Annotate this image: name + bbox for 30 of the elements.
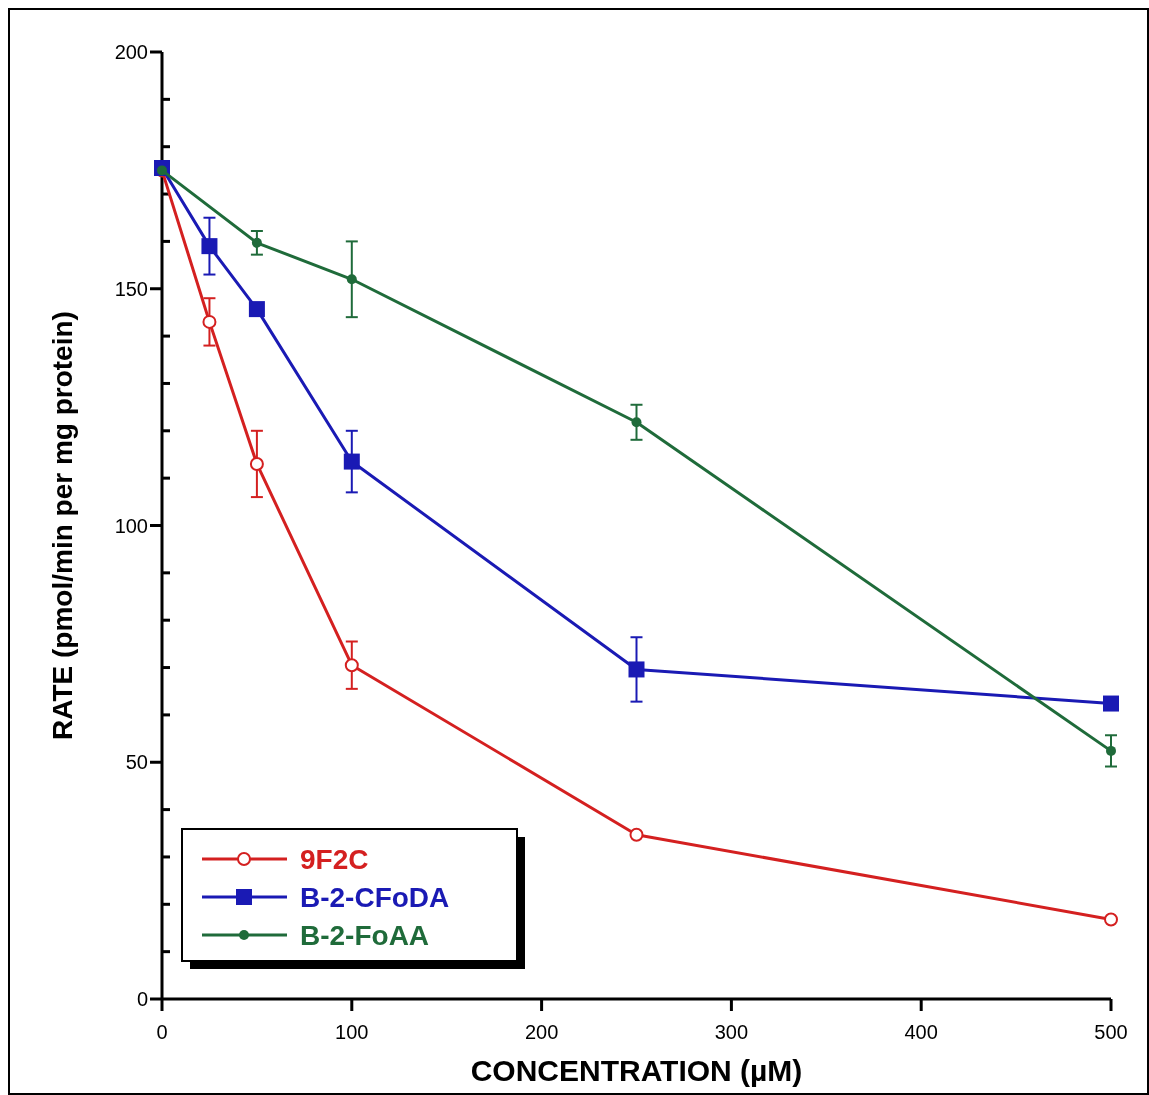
x-tick-label: 0 (156, 1021, 168, 1043)
point (344, 658, 359, 673)
x-tick-label: 100 (335, 1021, 369, 1043)
legend-label: 9F2C (300, 844, 369, 875)
point (202, 314, 217, 329)
point (248, 301, 265, 318)
y-tick-label: 50 (125, 751, 148, 774)
point (343, 453, 360, 470)
point (346, 274, 357, 285)
y-tick-label: 200 (114, 41, 148, 63)
x-tick-label: 300 (714, 1021, 749, 1043)
legend-label: B-2-CFoDA (300, 882, 450, 913)
x-tick-label: 500 (1094, 1021, 1128, 1043)
y-tick-label: 150 (114, 277, 148, 300)
x-tick-label: 200 (524, 1021, 559, 1043)
x-axis-title: CONCENTRATION (µM) (470, 1054, 803, 1087)
point (251, 237, 262, 248)
point (1106, 745, 1116, 756)
point (1103, 695, 1119, 712)
x-tick-label: 400 (904, 1021, 938, 1043)
point (631, 417, 642, 428)
point (249, 456, 264, 471)
legend-label: B-2-FoAA (300, 920, 430, 951)
y-tick-label: 0 (136, 988, 148, 1010)
point (629, 827, 644, 842)
point (201, 238, 218, 255)
y-tick-label: 100 (114, 514, 148, 537)
point (628, 661, 645, 678)
point (1104, 912, 1118, 927)
y-axis-title: RATE (pmol/min per mg protein) (47, 311, 78, 740)
